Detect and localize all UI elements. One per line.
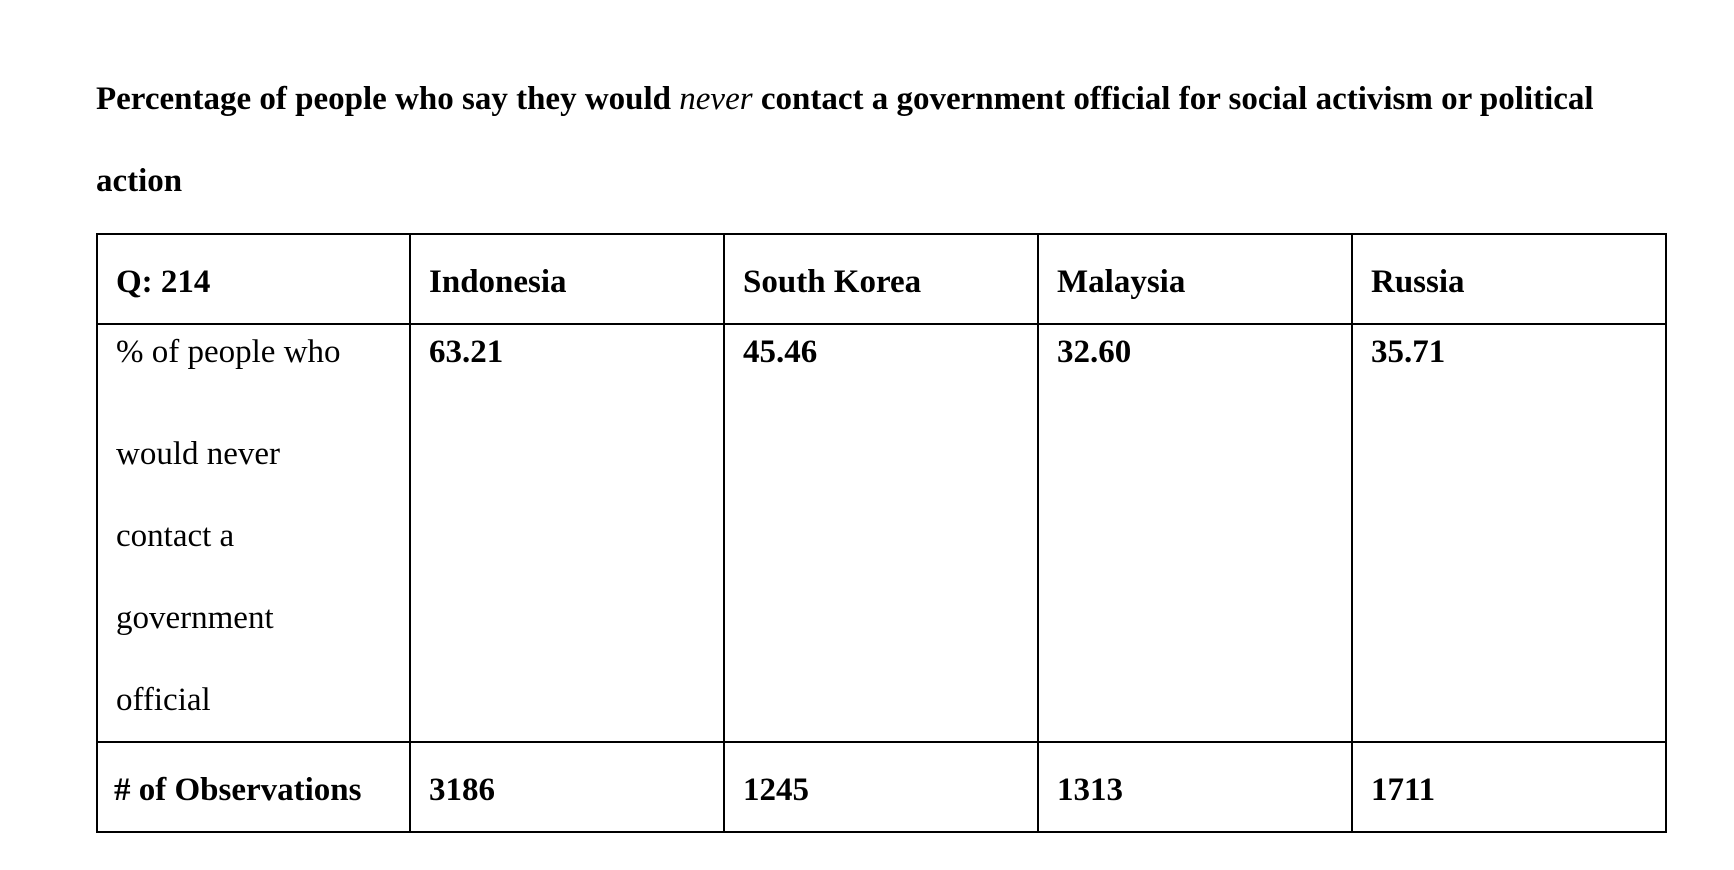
- title-emphasis: never: [679, 81, 753, 117]
- obs-cell-indonesia: 3186: [409, 741, 725, 833]
- table-header-row: Q: 214 Indonesia South Korea Malaysia Ru…: [96, 233, 1667, 325]
- obs-cell-south-korea: 1245: [723, 741, 1039, 833]
- label-line: official: [116, 682, 211, 718]
- table-row-observations: # of Observations 3186 1245 1313 1711: [96, 741, 1667, 833]
- percent-cell-indonesia: 63.21: [409, 323, 725, 743]
- header-cell-question: Q: 214: [96, 233, 411, 325]
- title-part-1: Percentage of people who say they would: [96, 81, 680, 117]
- data-table: Q: 214 Indonesia South Korea Malaysia Ru…: [96, 233, 1667, 833]
- percent-cell-malaysia: 32.60: [1037, 323, 1353, 743]
- header-cell-russia: Russia: [1351, 233, 1667, 325]
- percent-cell-russia: 35.71: [1351, 323, 1667, 743]
- title-part-2: contact a government official for social…: [96, 81, 1594, 199]
- header-cell-south-korea: South Korea: [723, 233, 1039, 325]
- obs-cell-malaysia: 1313: [1037, 741, 1353, 833]
- label-line: contact a: [116, 518, 235, 554]
- header-cell-indonesia: Indonesia: [409, 233, 725, 325]
- header-cell-malaysia: Malaysia: [1037, 233, 1353, 325]
- row-label-percent: % of people who would never contact a go…: [96, 323, 411, 743]
- label-line: % of people who: [116, 334, 341, 370]
- table-row-percent: % of people who would never contact a go…: [96, 323, 1667, 743]
- obs-cell-russia: 1711: [1351, 741, 1667, 833]
- row-label-observations: # of Observations: [96, 741, 411, 833]
- label-line: would never: [116, 436, 281, 472]
- percent-cell-south-korea: 45.46: [723, 323, 1039, 743]
- label-line: government: [116, 600, 274, 636]
- table-title: Percentage of people who say they would …: [96, 58, 1676, 222]
